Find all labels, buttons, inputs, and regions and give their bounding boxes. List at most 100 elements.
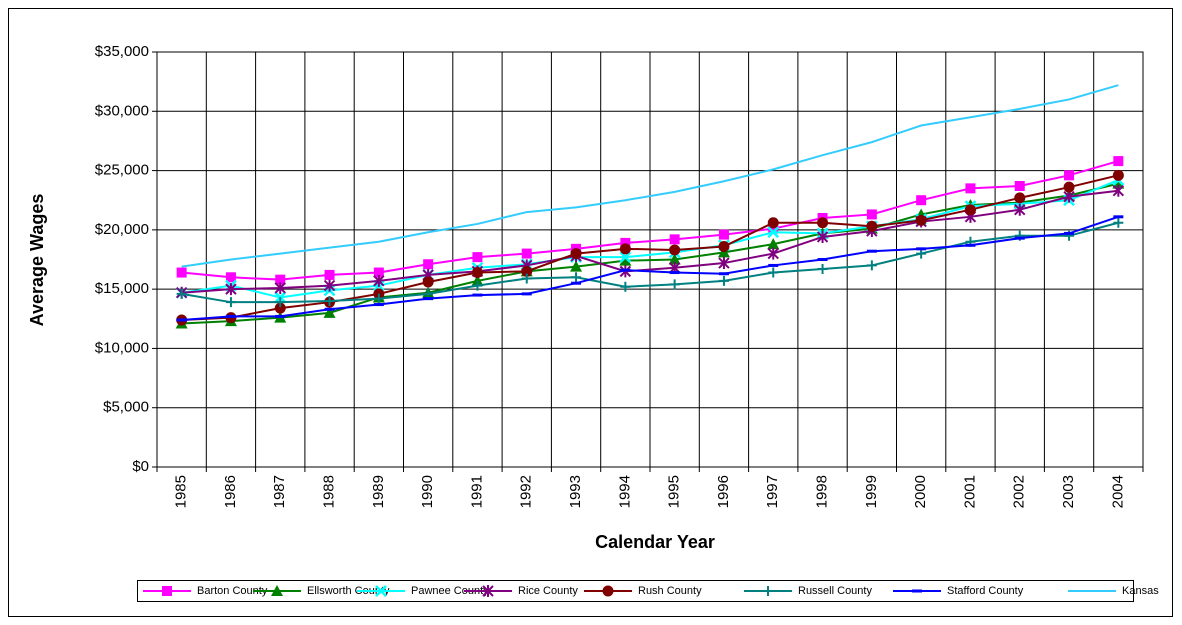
marker (324, 269, 335, 280)
marker (767, 226, 780, 239)
series-line (181, 215, 1119, 321)
marker (271, 585, 283, 596)
marker (471, 267, 483, 279)
legend-label: Rice County (518, 585, 578, 597)
marker (1014, 192, 1026, 204)
marker (275, 297, 286, 308)
x-tick-label: 2004 (1109, 475, 1126, 508)
marker (915, 214, 927, 226)
marker (274, 281, 286, 294)
marker (763, 586, 773, 596)
marker (1112, 177, 1125, 189)
marker (768, 267, 779, 278)
legend-label: Barton County (197, 585, 268, 597)
marker (817, 217, 829, 229)
y-tick-label: $30,000 (95, 102, 149, 119)
series-line (181, 182, 1119, 325)
x-tick-label: 1988 (321, 475, 338, 508)
marker (471, 274, 484, 286)
marker (669, 234, 680, 245)
marker (373, 293, 384, 304)
marker (767, 217, 779, 229)
marker (620, 237, 631, 248)
marker (1112, 184, 1125, 197)
y-tick-label: $20,000 (95, 221, 149, 238)
series-line (181, 179, 1119, 299)
plot-border (156, 51, 1144, 468)
marker (718, 240, 730, 252)
marker (274, 302, 286, 314)
marker (176, 267, 187, 278)
marker (718, 275, 729, 286)
series-line (181, 221, 1119, 304)
marker (375, 585, 387, 597)
x-tick-label: 1993 (567, 475, 584, 508)
y-tick-label: $25,000 (95, 162, 149, 179)
marker (1113, 156, 1124, 167)
legend-label: Stafford County (947, 585, 1024, 597)
marker (225, 283, 237, 296)
marker (669, 244, 681, 256)
marker (373, 267, 384, 278)
y-tick-label: $5,000 (103, 399, 149, 416)
marker (1113, 217, 1124, 228)
x-tick-label: 2000 (912, 475, 929, 508)
marker (521, 273, 532, 284)
legend-label: Russell County (798, 585, 872, 597)
marker (816, 230, 829, 243)
marker (866, 220, 878, 232)
x-tick-label: 2003 (1060, 475, 1077, 508)
y-tick-label: $35,000 (95, 43, 149, 60)
series-line (181, 189, 1119, 294)
x-tick-label: 1996 (715, 475, 732, 508)
marker (718, 229, 729, 240)
marker (965, 183, 976, 194)
marker (1014, 203, 1026, 216)
marker (866, 260, 877, 271)
marker (817, 263, 828, 274)
marker (570, 248, 582, 260)
marker (323, 306, 336, 318)
marker (323, 279, 336, 292)
marker (225, 272, 236, 283)
x-tick-label: 1985 (173, 475, 190, 508)
marker (916, 195, 927, 206)
marker (482, 585, 494, 597)
x-tick-label: 1992 (518, 475, 535, 508)
x-tick-label: 1994 (616, 475, 633, 508)
x-tick-label: 1991 (468, 475, 485, 508)
x-tick-label: 1999 (863, 475, 880, 508)
marker (669, 279, 680, 290)
series-line (181, 160, 1119, 281)
marker (162, 586, 172, 596)
marker (767, 238, 780, 250)
marker (521, 265, 533, 277)
x-axis-title: Calendar Year (595, 532, 715, 552)
marker (619, 243, 631, 255)
legend-label: Rush County (638, 585, 702, 597)
y-tick-label: $15,000 (95, 280, 149, 297)
marker (619, 254, 632, 266)
x-tick-label: 1990 (419, 475, 436, 508)
legend-label: Kansas (1122, 585, 1159, 597)
y-axis-title: Average Wages (27, 194, 47, 327)
marker (668, 253, 681, 265)
marker (768, 223, 779, 234)
marker (423, 259, 434, 270)
legend-label: Pawnee County (411, 585, 489, 597)
legend-box (137, 580, 1134, 602)
x-tick-label: 1986 (222, 475, 239, 508)
marker (718, 257, 730, 270)
marker (1014, 180, 1025, 191)
x-tick-label: 2001 (961, 475, 978, 508)
marker (767, 247, 779, 260)
marker (620, 281, 631, 292)
marker (422, 276, 434, 288)
x-tick-label: 1997 (764, 475, 781, 508)
legend-label: Ellsworth County (307, 585, 390, 597)
marker (275, 274, 286, 285)
marker (1063, 181, 1075, 193)
x-tick-label: 1995 (666, 475, 683, 508)
y-tick-label: $10,000 (95, 339, 149, 356)
